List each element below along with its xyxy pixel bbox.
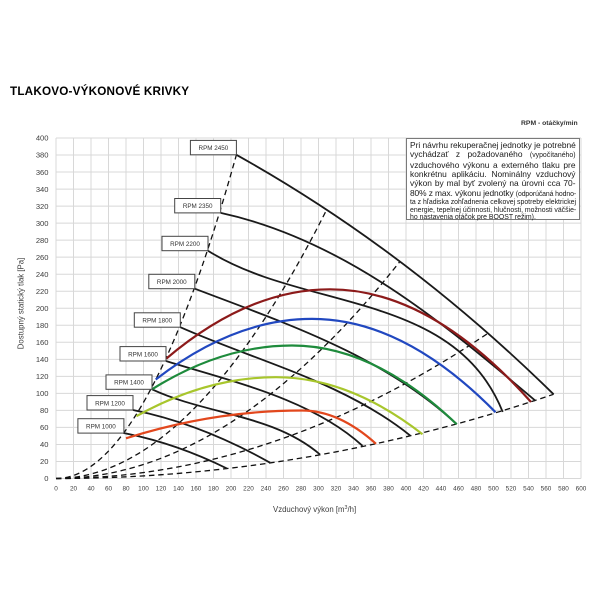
svg-text:RPM 1800: RPM 1800 bbox=[142, 318, 172, 325]
svg-text:100: 100 bbox=[138, 486, 149, 493]
svg-text:280: 280 bbox=[36, 236, 49, 245]
svg-text:300: 300 bbox=[313, 486, 324, 493]
svg-text:420: 420 bbox=[418, 486, 429, 493]
svg-text:120: 120 bbox=[156, 486, 167, 493]
svg-text:560: 560 bbox=[541, 486, 552, 493]
svg-text:180: 180 bbox=[208, 486, 219, 493]
svg-text:RPM 1200: RPM 1200 bbox=[95, 400, 125, 407]
svg-text:360: 360 bbox=[36, 168, 49, 177]
svg-text:180: 180 bbox=[36, 321, 49, 330]
svg-text:280: 280 bbox=[296, 486, 307, 493]
svg-text:260: 260 bbox=[278, 486, 289, 493]
svg-text:20: 20 bbox=[40, 457, 48, 466]
svg-text:380: 380 bbox=[36, 151, 49, 160]
svg-text:240: 240 bbox=[36, 270, 49, 279]
svg-text:160: 160 bbox=[191, 486, 202, 493]
svg-text:160: 160 bbox=[36, 338, 49, 347]
svg-text:0: 0 bbox=[44, 474, 48, 483]
svg-text:320: 320 bbox=[36, 202, 49, 211]
svg-text:580: 580 bbox=[558, 486, 569, 493]
svg-text:40: 40 bbox=[87, 486, 95, 493]
svg-text:RPM 2200: RPM 2200 bbox=[170, 241, 200, 248]
svg-text:80: 80 bbox=[40, 406, 48, 415]
svg-text:500: 500 bbox=[488, 486, 499, 493]
svg-text:440: 440 bbox=[436, 486, 447, 493]
svg-text:RPM 2000: RPM 2000 bbox=[157, 279, 187, 286]
svg-text:220: 220 bbox=[243, 486, 254, 493]
svg-text:320: 320 bbox=[331, 486, 342, 493]
svg-text:340: 340 bbox=[348, 486, 359, 493]
svg-text:360: 360 bbox=[366, 486, 377, 493]
svg-text:200: 200 bbox=[226, 486, 237, 493]
svg-text:480: 480 bbox=[471, 486, 482, 493]
svg-text:600: 600 bbox=[576, 486, 587, 493]
svg-text:200: 200 bbox=[36, 304, 49, 313]
svg-text:120: 120 bbox=[36, 372, 49, 381]
svg-text:Dostupný statický tlak [Pa]: Dostupný statický tlak [Pa] bbox=[17, 258, 26, 349]
svg-text:20: 20 bbox=[70, 486, 78, 493]
svg-text:RPM 1000: RPM 1000 bbox=[86, 423, 116, 430]
svg-text:140: 140 bbox=[36, 355, 49, 364]
svg-text:220: 220 bbox=[36, 287, 49, 296]
svg-text:400: 400 bbox=[36, 134, 49, 143]
svg-text:460: 460 bbox=[453, 486, 464, 493]
svg-text:0: 0 bbox=[54, 486, 58, 493]
svg-text:140: 140 bbox=[173, 486, 184, 493]
svg-text:60: 60 bbox=[40, 423, 48, 432]
svg-text:240: 240 bbox=[261, 486, 272, 493]
svg-text:RPM 1400: RPM 1400 bbox=[114, 380, 144, 387]
svg-text:520: 520 bbox=[506, 486, 517, 493]
svg-text:300: 300 bbox=[36, 219, 49, 228]
svg-text:60: 60 bbox=[105, 486, 113, 493]
svg-text:380: 380 bbox=[383, 486, 394, 493]
svg-text:260: 260 bbox=[36, 253, 49, 262]
svg-text:540: 540 bbox=[523, 486, 534, 493]
svg-text:RPM 2350: RPM 2350 bbox=[183, 203, 213, 210]
svg-text:80: 80 bbox=[122, 486, 130, 493]
svg-text:400: 400 bbox=[401, 486, 412, 493]
svg-text:Vzduchový výkon [m3/h]: Vzduchový výkon [m3/h] bbox=[273, 505, 356, 514]
svg-text:40: 40 bbox=[40, 440, 48, 449]
svg-text:340: 340 bbox=[36, 185, 49, 194]
svg-text:RPM 2450: RPM 2450 bbox=[199, 145, 229, 152]
svg-text:RPM 1600: RPM 1600 bbox=[128, 351, 158, 358]
svg-text:100: 100 bbox=[36, 389, 49, 398]
